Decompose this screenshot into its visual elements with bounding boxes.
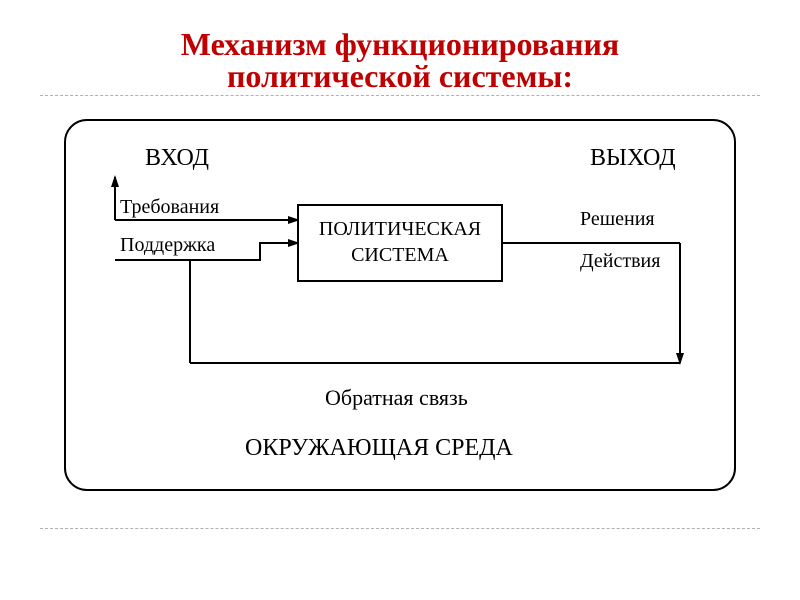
label-vhod: ВХОД [145,145,209,171]
label-vyhod: ВЫХОД [590,145,676,171]
label-okruzh: ОКРУЖАЮЩАЯ СРЕДА [245,435,514,461]
center-box [298,205,502,281]
label-deystviya: Действия [580,250,660,272]
label-trebovaniya: Требования [120,196,219,218]
label-resheniya: Решения [580,208,655,230]
slide: Механизм функционирования политической с… [0,0,800,600]
slide-title-line2: политической системы: [0,58,800,95]
center-box-label-2: СИСТЕМА [351,244,449,266]
diagram-svg: ПОЛИТИЧЕСКАЯ СИСТЕМА ВХОД ВЫХОД Требования По… [60,115,740,495]
divider-bottom [40,528,760,529]
label-obratnaya: Обратная связь [325,385,468,410]
label-podderzhka: Поддержка [120,234,215,256]
diagram-container: ПОЛИТИЧЕСКАЯ СИСТЕМА ВХОД ВЫХОД Требования По… [60,115,740,495]
divider-top [40,95,760,96]
center-box-label-1: ПОЛИТИЧЕСКАЯ [319,218,481,240]
